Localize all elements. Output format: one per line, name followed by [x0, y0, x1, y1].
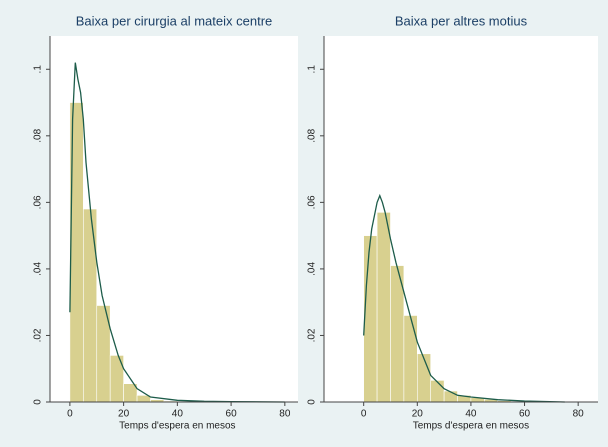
y-tick-label: .08 — [33, 128, 44, 142]
x-tick-label: 20 — [118, 409, 130, 420]
x-tick-label: 40 — [465, 409, 477, 420]
y-tick-label: 0 — [33, 399, 44, 405]
histogram-bar — [430, 380, 445, 403]
x-tick-label: 0 — [361, 409, 367, 420]
y-tick-label: 0 — [307, 399, 318, 405]
histogram-bar — [416, 353, 432, 403]
y-tick-label: .06 — [307, 195, 318, 209]
histogram-bar — [376, 212, 391, 403]
chart-title: Baixa per altres motius — [395, 13, 528, 28]
x-tick-label: 0 — [67, 409, 73, 420]
x-tick-label: 40 — [172, 409, 184, 420]
y-tick-label: .02 — [307, 328, 318, 342]
x-tick-label: 20 — [412, 409, 424, 420]
y-tick-label: .1 — [307, 65, 318, 74]
chart-title: Baixa per cirurgia al mateix centre — [76, 13, 273, 28]
y-tick-label: .08 — [307, 128, 318, 142]
density-line — [69, 62, 285, 403]
x-tick-label: 60 — [519, 409, 531, 420]
density-line — [363, 193, 565, 403]
y-tick-label: .1 — [33, 65, 44, 74]
x-axis-label: Temps d'espera en mesos — [413, 421, 529, 432]
histogram-bar — [403, 315, 418, 403]
histogram-bar — [363, 235, 378, 403]
x-tick-label: 80 — [279, 409, 291, 420]
y-tick-label: .04 — [33, 262, 44, 276]
y-tick-label: .04 — [307, 262, 318, 276]
y-tick-label: .02 — [33, 328, 44, 342]
x-tick-label: 80 — [573, 409, 585, 420]
y-tick-label: .06 — [33, 195, 44, 209]
x-tick-label: 60 — [226, 409, 238, 420]
x-axis-label: Temps d'espera en mesos — [119, 421, 235, 432]
histogram-bar — [83, 208, 98, 403]
